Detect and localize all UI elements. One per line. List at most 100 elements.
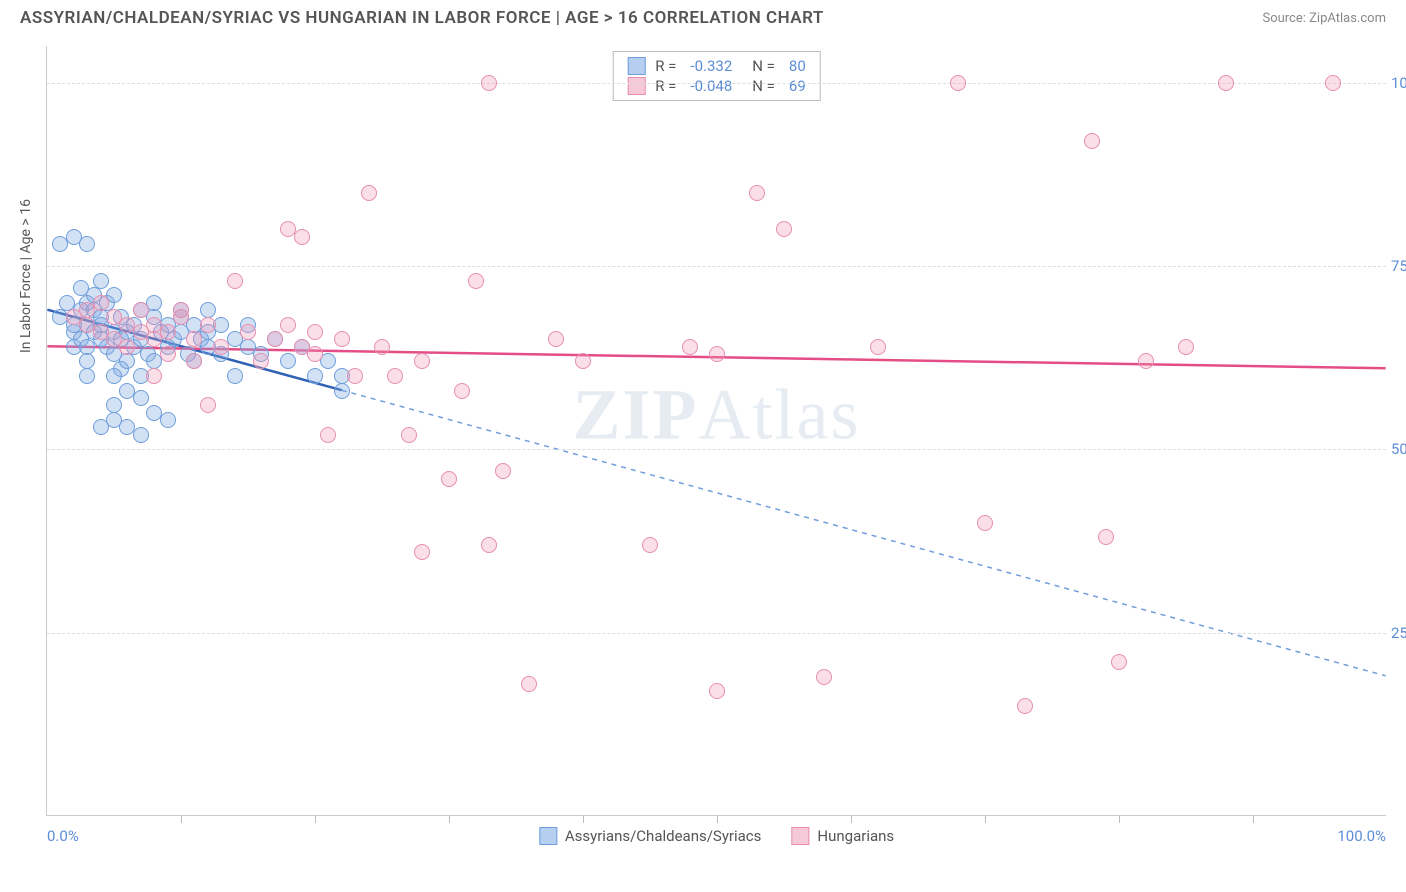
scatter-point <box>575 353 591 369</box>
legend-n-label: N = <box>752 77 775 95</box>
y-tick-label: 75.0% <box>1391 257 1406 275</box>
scatter-point <box>146 368 162 384</box>
scatter-point <box>709 683 725 699</box>
scatter-point <box>1098 529 1114 545</box>
scatter-point <box>1218 75 1234 91</box>
scatter-point <box>334 331 350 347</box>
scatter-point <box>682 339 698 355</box>
scatter-point <box>93 273 109 289</box>
scatter-point <box>1138 353 1154 369</box>
scatter-point <box>441 471 457 487</box>
scatter-point <box>1017 698 1033 714</box>
scatter-point <box>200 302 216 318</box>
scatter-point <box>133 427 149 443</box>
legend-item: Assyrians/Chaldeans/Syriacs <box>539 827 762 845</box>
scatter-point <box>79 353 95 369</box>
gridline-horizontal <box>47 83 1386 84</box>
scatter-point <box>160 412 176 428</box>
scatter-point <box>414 353 430 369</box>
scatter-point <box>106 397 122 413</box>
legend-label: Assyrians/Chaldeans/Syriacs <box>565 827 762 845</box>
scatter-point <box>374 339 390 355</box>
scatter-point <box>186 331 202 347</box>
watermark-bold: ZIP <box>572 375 698 455</box>
legend-item: Hungarians <box>791 827 894 845</box>
header: ASSYRIAN/CHALDEAN/SYRIAC VS HUNGARIAN IN… <box>0 0 1406 34</box>
scatter-point <box>414 544 430 560</box>
scatter-point <box>709 346 725 362</box>
scatter-point <box>79 236 95 252</box>
scatter-point <box>334 383 350 399</box>
scatter-point <box>173 302 189 318</box>
scatter-point <box>186 353 202 369</box>
scatter-point <box>200 397 216 413</box>
scatter-point <box>1111 654 1127 670</box>
scatter-point <box>93 419 109 435</box>
scatter-point <box>481 537 497 553</box>
x-tick-mark <box>1253 815 1254 823</box>
scatter-point <box>280 317 296 333</box>
scatter-point <box>749 185 765 201</box>
legend-n-value: 80 <box>789 57 806 75</box>
x-tick-mark <box>181 815 182 823</box>
x-tick-mark <box>449 815 450 823</box>
scatter-point <box>642 537 658 553</box>
scatter-point <box>307 368 323 384</box>
source-attribution: Source: ZipAtlas.com <box>1262 11 1386 26</box>
legend-swatch <box>627 77 645 95</box>
scatter-point <box>213 339 229 355</box>
scatter-point <box>307 324 323 340</box>
legend-r-label: R = <box>655 57 676 75</box>
legend-swatch <box>539 827 557 845</box>
series-legend: Assyrians/Chaldeans/Syriacs Hungarians <box>539 827 894 845</box>
gridline-horizontal <box>47 449 1386 450</box>
scatter-point <box>294 229 310 245</box>
legend-r-value: -0.048 <box>690 77 732 95</box>
legend-label: Hungarians <box>817 827 894 845</box>
scatter-point <box>481 75 497 91</box>
scatter-point <box>227 273 243 289</box>
watermark: ZIPAtlas <box>572 374 860 457</box>
x-tick-mark <box>583 815 584 823</box>
scatter-point <box>401 427 417 443</box>
legend-r-value: -0.332 <box>690 57 732 75</box>
scatter-point <box>870 339 886 355</box>
scatter-point <box>119 353 135 369</box>
scatter-point <box>521 676 537 692</box>
correlation-legend: R =-0.332N =80R =-0.048N =69 <box>612 51 821 101</box>
scatter-point <box>307 346 323 362</box>
scatter-point <box>253 353 269 369</box>
x-tick-mark <box>985 815 986 823</box>
scatter-point <box>776 221 792 237</box>
legend-swatch <box>627 57 645 75</box>
scatter-point <box>548 331 564 347</box>
x-tick-mark <box>1119 815 1120 823</box>
scatter-point <box>93 295 109 311</box>
scatter-point <box>1178 339 1194 355</box>
scatter-point <box>950 75 966 91</box>
scatter-point <box>816 669 832 685</box>
x-tick-mark <box>851 815 852 823</box>
legend-n-value: 69 <box>789 77 806 95</box>
scatter-point <box>133 302 149 318</box>
scatter-point <box>133 390 149 406</box>
trend-lines-svg <box>47 46 1386 815</box>
y-tick-label: 25.0% <box>1391 624 1406 642</box>
watermark-rest: Atlas <box>699 375 861 455</box>
y-tick-label: 100.0% <box>1391 74 1406 92</box>
scatter-point <box>79 368 95 384</box>
scatter-point <box>977 515 993 531</box>
scatter-point <box>495 463 511 479</box>
gridline-horizontal <box>47 633 1386 634</box>
scatter-point <box>347 368 363 384</box>
chart-title: ASSYRIAN/CHALDEAN/SYRIAC VS HUNGARIAN IN… <box>20 8 824 28</box>
gridline-horizontal <box>47 266 1386 267</box>
scatter-point <box>320 427 336 443</box>
legend-row: R =-0.332N =80 <box>613 56 820 76</box>
scatter-point <box>106 368 122 384</box>
x-tick-mark <box>315 815 316 823</box>
x-tick-mark <box>717 815 718 823</box>
scatter-point <box>468 273 484 289</box>
scatter-point <box>240 324 256 340</box>
scatter-point <box>454 383 470 399</box>
